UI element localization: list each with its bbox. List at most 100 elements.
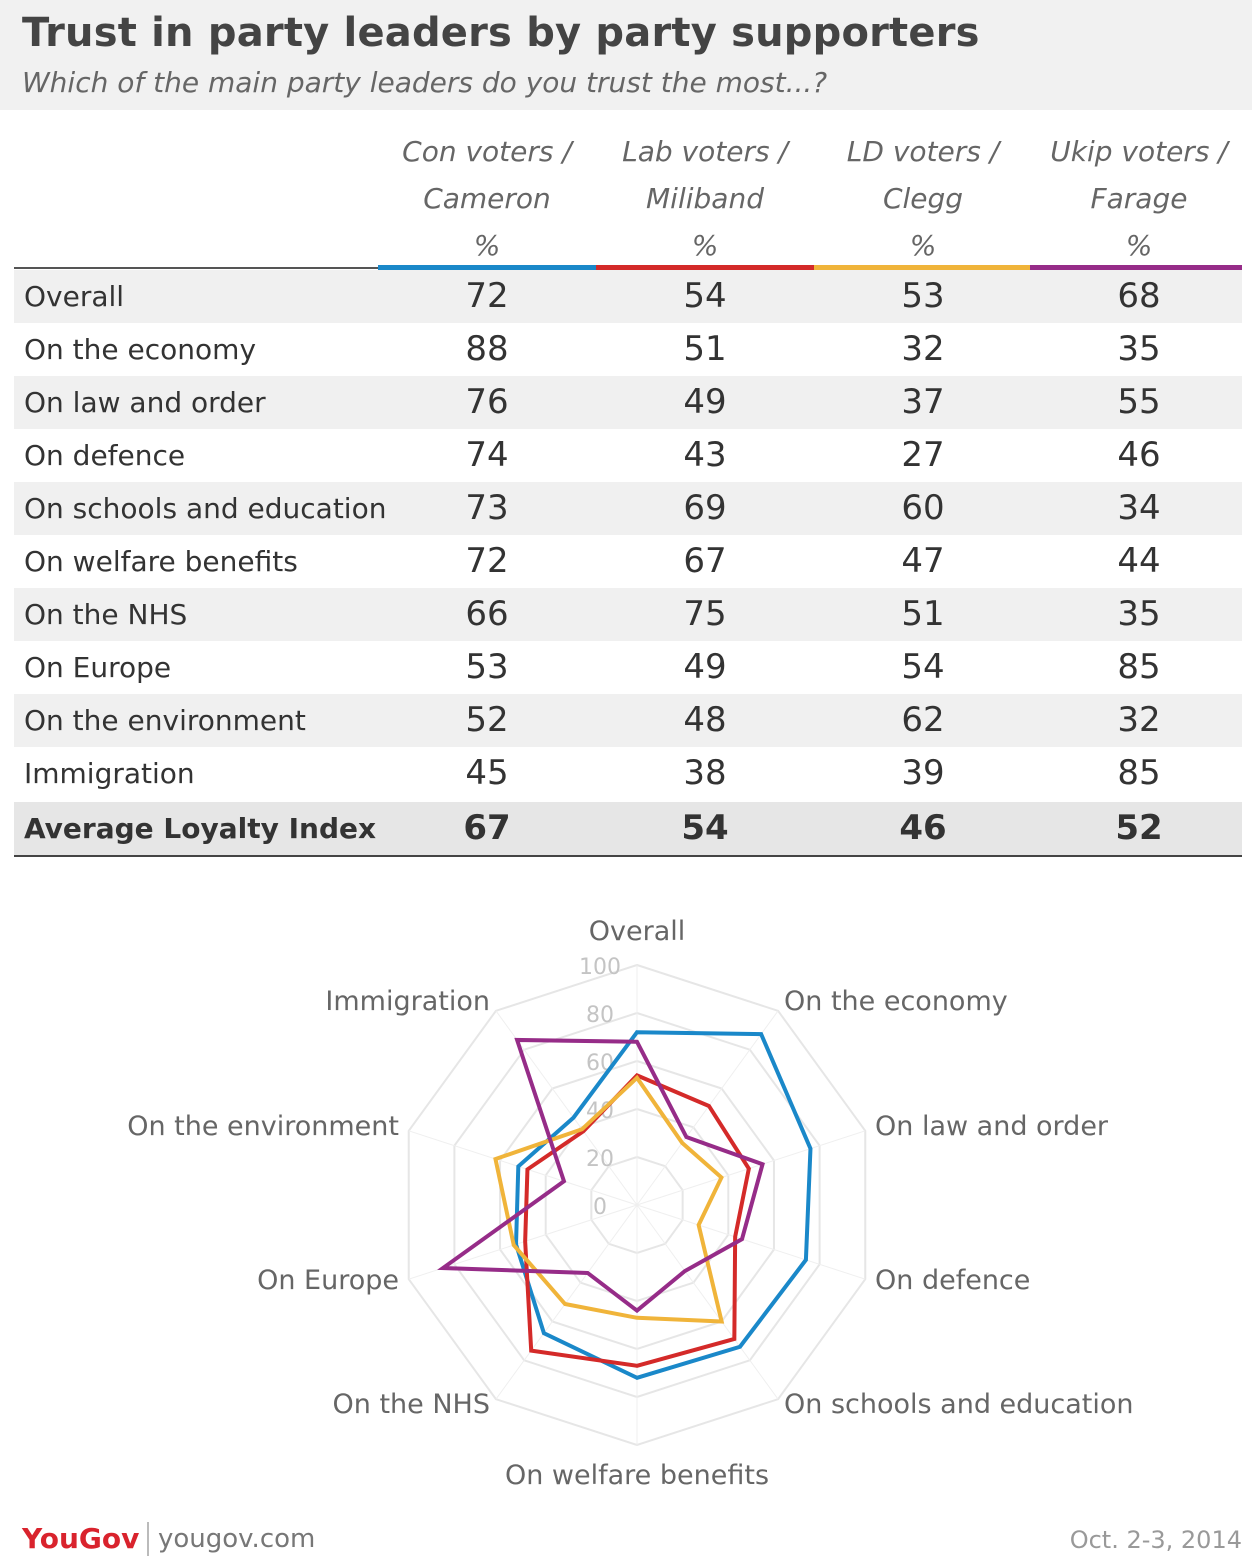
row-label: On the environment — [24, 704, 306, 737]
cell-value: 74 — [465, 435, 509, 475]
cell-value: 39 — [901, 753, 945, 793]
cell-value: 60 — [901, 488, 945, 528]
column-header-line: % — [1125, 229, 1153, 262]
radar-category-label: Overall — [589, 916, 686, 947]
cell-value: 85 — [1117, 753, 1161, 793]
cell-value: 73 — [465, 488, 509, 528]
table-row: On welfare benefits 72 67 47 44 — [14, 535, 1242, 588]
cell-value: 72 — [465, 276, 509, 316]
radar-series-line — [523, 1073, 751, 1368]
radar-category-label: On welfare benefits — [505, 1460, 769, 1491]
radar-category-label: On schools and education — [784, 1389, 1134, 1420]
radial-tick-label: 80 — [586, 1003, 614, 1028]
cell-value: 72 — [465, 541, 509, 581]
table-row: On schools and education 73 69 60 34 — [14, 482, 1242, 535]
cell-value: 52 — [1115, 808, 1163, 848]
cell-value: 53 — [465, 647, 509, 687]
footer-divider — [147, 1522, 149, 1556]
column-header-line: % — [909, 229, 937, 262]
column-header-line: Clegg — [882, 182, 964, 215]
row-label: On law and order — [24, 386, 266, 419]
cell-value: 55 — [1117, 382, 1161, 422]
column-header-con: Con voters / Cameron % — [378, 128, 596, 269]
table-row: On law and order 76 49 37 55 — [14, 376, 1242, 429]
column-header-line: Farage — [1090, 182, 1188, 215]
header-divider — [14, 267, 378, 269]
cell-value: 46 — [1117, 435, 1161, 475]
cell-value: 35 — [1117, 329, 1161, 369]
row-label: On the NHS — [24, 598, 188, 631]
cell-value: 67 — [683, 541, 727, 581]
cell-value: 53 — [901, 276, 945, 316]
cell-value: 51 — [901, 594, 945, 634]
cell-value: 67 — [463, 808, 511, 848]
table-row: On Europe 53 49 54 85 — [14, 641, 1242, 694]
cell-value: 38 — [683, 753, 727, 793]
radar-category-label: On defence — [875, 1265, 1030, 1296]
footer-date: Oct. 2-3, 2014 — [1069, 1526, 1242, 1554]
radar-category-label: On the environment — [127, 1111, 399, 1142]
cell-value: 85 — [1117, 647, 1161, 687]
radial-tick-label: 20 — [586, 1147, 614, 1172]
row-label: On defence — [24, 439, 186, 472]
table-row: On defence 74 43 27 46 — [14, 429, 1242, 482]
cell-value: 32 — [901, 329, 945, 369]
column-color-bar-con — [378, 265, 596, 271]
column-header-line: % — [691, 229, 719, 262]
radar-spoke — [408, 1130, 638, 1206]
cell-value: 88 — [465, 329, 509, 369]
cell-value: 32 — [1117, 700, 1161, 740]
column-header-line: Con voters / — [402, 135, 572, 168]
cell-value: 45 — [465, 753, 509, 793]
row-label: On welfare benefits — [24, 545, 298, 578]
cell-value: 49 — [683, 647, 727, 687]
column-header-line: Miliband — [646, 182, 764, 215]
cell-value: 54 — [681, 808, 729, 848]
cell-value: 76 — [465, 382, 509, 422]
header: Trust in party leaders by party supporte… — [0, 0, 1252, 110]
cell-value: 27 — [901, 435, 945, 475]
cell-value: 68 — [1117, 276, 1161, 316]
row-label: On the economy — [24, 333, 257, 366]
column-header-line: Ukip voters / — [1050, 135, 1228, 168]
radar-series-line — [493, 1074, 725, 1324]
column-header-ld: LD voters / Clegg % — [814, 128, 1032, 269]
radar-category-label: On Europe — [257, 1265, 399, 1296]
cell-value: 37 — [901, 382, 945, 422]
column-color-bar-ld — [814, 265, 1030, 271]
row-label: Average Loyalty Index — [24, 812, 377, 845]
radar-spoke — [636, 1204, 866, 1280]
cell-value: 52 — [465, 700, 509, 740]
cell-value: 54 — [683, 276, 727, 316]
radial-tick-label: 0 — [593, 1195, 607, 1220]
radar-spoke — [636, 1010, 779, 1206]
column-header-line: Cameron — [423, 182, 551, 215]
table-row: Overall 72 54 53 68 — [14, 270, 1242, 323]
cell-value: 69 — [683, 488, 727, 528]
column-header-line: LD voters / — [846, 135, 1000, 168]
radar-category-label: On the NHS — [333, 1389, 490, 1420]
radar-spoke — [636, 1130, 866, 1206]
cell-value: 44 — [1117, 541, 1161, 581]
cell-value: 43 — [683, 435, 727, 475]
yougov-logo: YouGov — [22, 1522, 140, 1555]
column-header-line: % — [473, 229, 501, 262]
cell-value: 48 — [683, 700, 727, 740]
cell-value: 62 — [901, 700, 945, 740]
table-row: On the environment 52 48 62 32 — [14, 694, 1242, 747]
column-header-ukip: Ukip voters / Farage % — [1030, 128, 1248, 269]
table-row: On the economy 88 51 32 35 — [14, 323, 1242, 376]
radial-tick-label: 100 — [579, 955, 621, 980]
row-label: On Europe — [24, 651, 172, 684]
row-label: Overall — [24, 280, 125, 313]
cell-value: 51 — [683, 329, 727, 369]
radar-spoke — [495, 1204, 638, 1400]
cell-value: 54 — [901, 647, 945, 687]
average-row: Average Loyalty Index 67 54 46 52 — [14, 802, 1242, 857]
radar-category-label: Immigration — [325, 986, 490, 1017]
cell-value: 49 — [683, 382, 727, 422]
column-header-line: Lab voters / — [622, 135, 788, 168]
radar-category-label: On the economy — [784, 986, 1008, 1017]
column-color-bar-ukip — [1030, 265, 1242, 271]
